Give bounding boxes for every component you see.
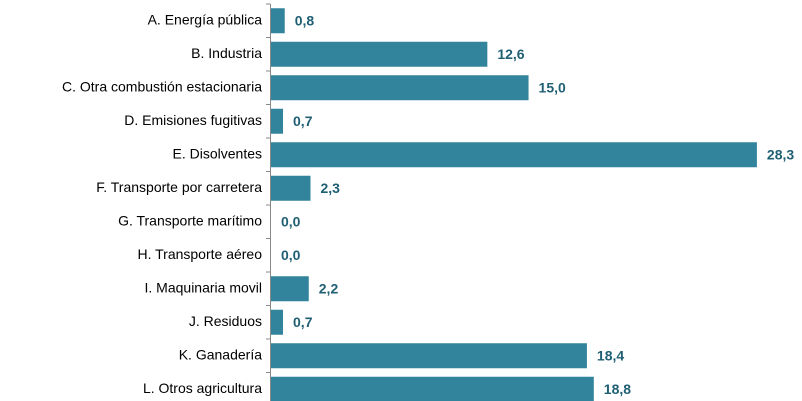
value-label: 2,2 bbox=[319, 280, 339, 296]
category-label: H. Transporte aéreo bbox=[137, 246, 262, 262]
category-label: K. Ganadería bbox=[179, 346, 262, 362]
category-label: D. Emisiones fugitivas bbox=[124, 112, 262, 128]
value-label: 0,0 bbox=[281, 247, 301, 263]
bar bbox=[271, 309, 284, 335]
bar bbox=[271, 75, 529, 101]
category-label: A. Energía pública bbox=[148, 11, 263, 27]
value-label: 15,0 bbox=[539, 79, 566, 95]
value-label: 12,6 bbox=[497, 46, 524, 62]
value-label: 0,7 bbox=[293, 113, 313, 129]
category-label: I. Maquinaria movil bbox=[145, 279, 263, 295]
category-label: J. Residuos bbox=[189, 313, 262, 329]
value-label: 2,3 bbox=[320, 180, 340, 196]
bar bbox=[271, 343, 587, 369]
value-label: 0,0 bbox=[281, 213, 301, 229]
bar bbox=[271, 376, 594, 401]
bar bbox=[271, 175, 311, 201]
category-label: C. Otra combustión estacionaria bbox=[62, 78, 262, 94]
value-label: 0,7 bbox=[293, 314, 313, 330]
value-label: 0,8 bbox=[295, 12, 315, 28]
value-label: 28,3 bbox=[767, 146, 794, 162]
category-label: L. Otros agricultura bbox=[143, 380, 262, 396]
category-label: E. Disolventes bbox=[173, 145, 262, 161]
bar bbox=[271, 108, 284, 134]
bar bbox=[271, 276, 309, 302]
bar bbox=[271, 41, 488, 67]
category-label: F. Transporte por carretera bbox=[96, 179, 262, 195]
bar bbox=[271, 142, 757, 168]
bar bbox=[271, 8, 285, 34]
value-label: 18,4 bbox=[597, 347, 624, 363]
category-label: B. Industria bbox=[191, 45, 262, 61]
value-label: 18,8 bbox=[604, 381, 631, 397]
category-label: G. Transporte marítimo bbox=[118, 212, 262, 228]
